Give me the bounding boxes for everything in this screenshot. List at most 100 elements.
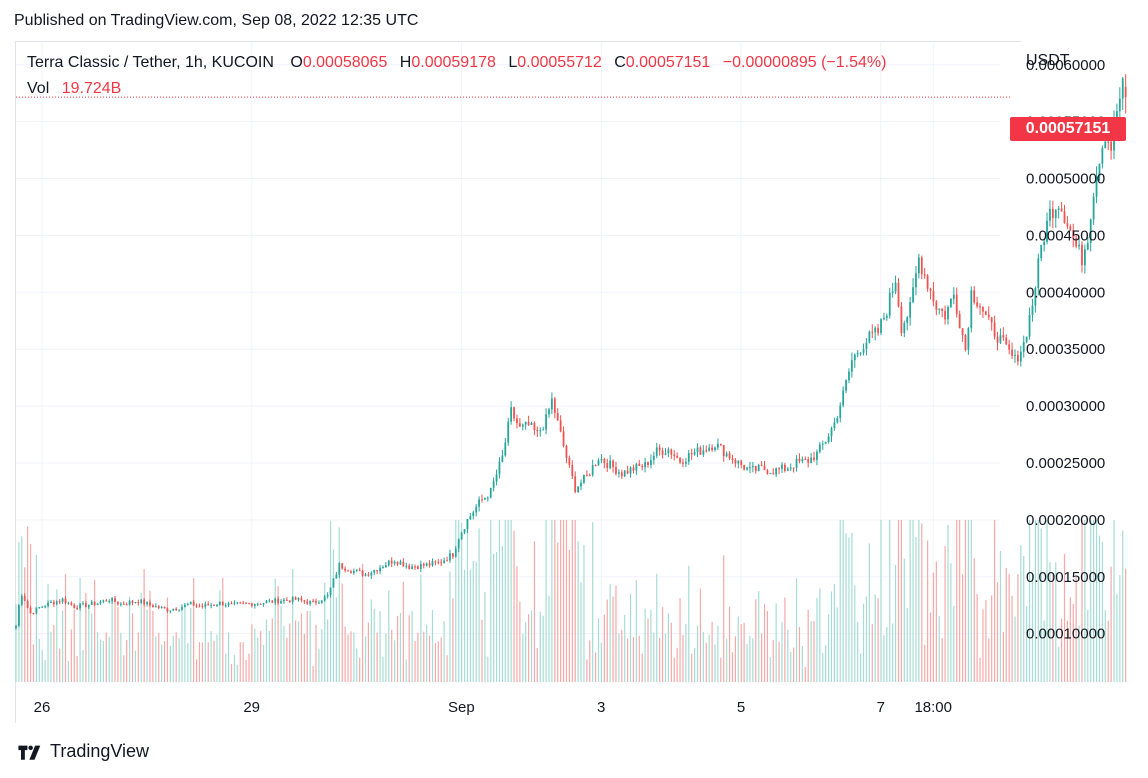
candle-body xyxy=(935,301,938,310)
tradingview-logo[interactable]: TradingView xyxy=(16,741,149,762)
volume-bar xyxy=(950,563,952,682)
chart-frame[interactable] xyxy=(15,41,1021,723)
candle-body xyxy=(1081,244,1083,266)
candle-body xyxy=(690,453,693,455)
volume-bar xyxy=(787,629,789,682)
volume-bar xyxy=(1040,528,1042,682)
volume-bar xyxy=(682,635,684,682)
volume-bar xyxy=(1058,646,1060,682)
volume-bar xyxy=(1052,574,1054,682)
volume-bar xyxy=(230,663,233,682)
candle-body xyxy=(824,442,827,444)
symbol-label[interactable]: Terra Classic / Tether, 1h, KUCOIN xyxy=(27,54,274,71)
volume-bar xyxy=(105,632,107,682)
volume-bars xyxy=(15,520,1127,682)
candle-body xyxy=(979,306,981,308)
volume-bar xyxy=(874,594,876,682)
volume-bar xyxy=(734,636,736,682)
volume-bar xyxy=(560,520,562,682)
candle-body xyxy=(306,601,309,604)
candle-body xyxy=(746,467,748,470)
volume-bar xyxy=(498,520,501,682)
volume-bar xyxy=(661,607,664,682)
candle-body xyxy=(303,600,306,602)
volume-bar xyxy=(344,626,346,682)
volume-bar xyxy=(830,591,833,682)
candle-body xyxy=(929,288,932,292)
volume-bar xyxy=(752,638,754,682)
candle-body xyxy=(699,447,702,455)
y-tick-label: 0.00010000 xyxy=(1026,626,1105,643)
candle-body xyxy=(373,570,376,573)
volume-bar xyxy=(361,563,364,682)
candle-body xyxy=(813,457,815,460)
candle-body xyxy=(885,315,888,318)
candle-body xyxy=(749,467,751,469)
volume-bar xyxy=(918,520,920,682)
candle-body xyxy=(999,335,1002,343)
candle-body xyxy=(463,529,466,533)
volume-bar xyxy=(1023,555,1025,682)
candle-body xyxy=(29,607,32,614)
volume-bar xyxy=(612,596,614,682)
candle-body xyxy=(577,486,580,493)
high-label: H xyxy=(399,54,412,71)
candle-body xyxy=(230,603,233,605)
volume-bar xyxy=(478,528,480,682)
volume-bar xyxy=(76,656,78,682)
candle-body xyxy=(871,331,874,333)
volume-bar xyxy=(126,640,128,682)
candle-body xyxy=(1083,249,1086,266)
candle-body xyxy=(1025,336,1028,342)
volume-bar xyxy=(825,645,827,682)
volume-bar xyxy=(245,660,247,682)
ohlc-legend: Terra Classic / Tether, 1h, KUCOIN O0.00… xyxy=(27,54,886,72)
candle-body xyxy=(888,293,891,316)
volume-bar xyxy=(370,599,372,682)
volume-bar xyxy=(149,590,151,682)
candle-body xyxy=(559,420,562,432)
volume-bar xyxy=(1069,597,1071,682)
candle-body xyxy=(1086,242,1089,250)
volume-bar xyxy=(335,597,337,682)
volume-bar xyxy=(24,567,26,682)
candle-body xyxy=(1011,349,1013,356)
candle-body xyxy=(585,474,588,476)
candle-body xyxy=(629,467,632,474)
volume-bar xyxy=(822,653,824,682)
volume-bar xyxy=(268,630,270,682)
candle-body xyxy=(364,574,367,576)
candle-body xyxy=(958,313,961,329)
time-axis[interactable]: 26 29 Sep 3 5 7 18:00 xyxy=(34,699,952,716)
volume-bar xyxy=(842,520,844,682)
volume-bar xyxy=(877,598,879,682)
low-value: 0.00055712 xyxy=(517,54,602,71)
volume-bar xyxy=(146,609,148,682)
volume-bar xyxy=(414,641,416,682)
volume-bar xyxy=(347,634,349,682)
volume-bar xyxy=(289,623,291,682)
price-axis[interactable]: 0.000600000.000550000.000500000.00045000… xyxy=(1026,57,1105,643)
candle-body xyxy=(818,444,821,452)
candle-body xyxy=(160,606,163,608)
candle-body xyxy=(617,472,620,474)
volume-bar xyxy=(1028,520,1031,682)
candle-body xyxy=(408,565,411,569)
candle-body xyxy=(883,317,885,320)
volume-bar xyxy=(443,621,445,682)
volume-bar xyxy=(32,644,35,682)
volume-bar xyxy=(766,611,769,682)
candle-body xyxy=(312,600,314,602)
axis-unit-label: USDT xyxy=(1026,52,1070,69)
candle-body xyxy=(667,449,670,454)
candle-body xyxy=(393,561,396,564)
volume-bar xyxy=(210,631,212,682)
volume-bar xyxy=(248,653,250,682)
volume-bar xyxy=(175,632,177,682)
y-tick-label: 0.00035000 xyxy=(1026,341,1105,358)
candle-body xyxy=(437,562,440,564)
volume-bar xyxy=(819,588,821,682)
candle-body xyxy=(580,482,582,487)
candle-body xyxy=(865,342,868,349)
